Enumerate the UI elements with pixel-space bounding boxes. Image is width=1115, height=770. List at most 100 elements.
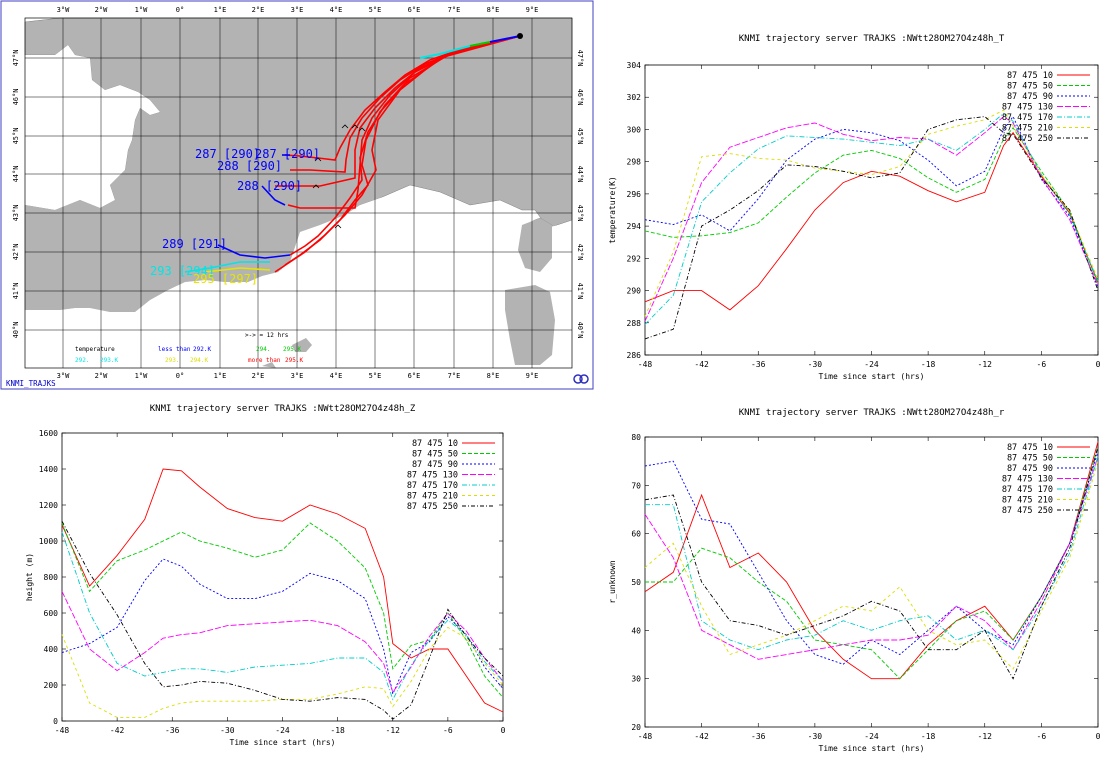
series-line: [61, 591, 504, 694]
r-chart: KNMI trajectory server TRAJKS :NWtt28OM2…: [608, 408, 1101, 753]
lon-label-bottom: 0°: [176, 372, 184, 380]
legend-entry-label: 87 475 170: [407, 481, 458, 491]
trajectory-end-segment: [184, 261, 270, 273]
trajectory-origin-marker: [517, 33, 523, 39]
y-axis-label: r_unknown: [608, 560, 617, 604]
y-tick-label: 288: [627, 319, 642, 328]
y-tick-label: 290: [627, 287, 642, 296]
x-tick-label: -36: [751, 732, 766, 741]
trajectory-end-segment: [261, 185, 286, 206]
legend-entry-label: 87 475 210: [407, 492, 458, 502]
y-tick-label: 1000: [39, 537, 58, 546]
x-tick-label: -6: [1037, 360, 1047, 369]
y-tick-label: 200: [44, 681, 59, 690]
lon-label-top: 2°W: [95, 6, 108, 14]
lon-label-bottom: 2°W: [95, 372, 108, 380]
legend-more-value: 295.K: [285, 357, 303, 364]
y-tick-label: 30: [631, 675, 641, 684]
y-axis-label: height (m): [25, 553, 34, 601]
x-tick-label: 0: [1096, 360, 1101, 369]
lat-label-left: 40°N: [12, 322, 20, 339]
series-line: [644, 456, 1099, 660]
legend-entry-label: 87 475 210: [1002, 496, 1053, 506]
r-chart-panel: KNMI trajectory server TRAJKS :NWtt28OM2…: [598, 398, 1115, 766]
lon-label-bottom: 2°E: [252, 372, 265, 380]
legend-entry-label: 87 475 10: [412, 439, 458, 449]
y-tick-label: 20: [631, 723, 641, 732]
y-tick-label: 50: [631, 578, 641, 587]
x-tick-label: -42: [110, 726, 125, 735]
legend-cyan-low: 292.: [75, 357, 89, 364]
series-line: [645, 456, 1099, 651]
legend-less-than: less than: [158, 346, 191, 353]
chart-title: KNMI trajectory server TRAJKS :NWtt28OM2…: [739, 408, 1005, 418]
legend-entry-label: 87 475 10: [1007, 443, 1053, 453]
legend-entry-label: 87 475 50: [1007, 82, 1053, 92]
lon-label-top: 2°E: [252, 6, 265, 14]
series-line: [61, 520, 504, 720]
series-line: [61, 626, 504, 718]
y-tick-label: 1600: [39, 429, 58, 438]
map-border: [24, 17, 573, 369]
temperature-chart-panel: KNMI trajectory server TRAJKS :NWtt28OM2…: [598, 28, 1115, 390]
height-chart-panel: KNMI trajectory server TRAJKS :NWtt28OM2…: [0, 398, 515, 766]
lon-label-bottom: 1°E: [214, 372, 227, 380]
y-tick-label: 292: [627, 254, 642, 263]
legend-green-high: 295.K: [283, 346, 301, 353]
x-tick-label: -42: [694, 732, 709, 741]
lat-label-right: 45°N: [576, 128, 584, 145]
y-tick-label: 304: [627, 61, 642, 70]
trajectory-map: 3°W 3°W 2°W 2°W 1°W 1°W 0° 0° 1°E 1°E 2°E 2°E 3°E 3°E…: [0, 0, 594, 390]
series-line: [61, 468, 504, 713]
y-tick-label: 70: [631, 481, 641, 490]
legend-more-than: more than: [248, 357, 281, 364]
series-line: [645, 446, 1099, 680]
trajectory-label: 293 [294]: [150, 264, 215, 278]
y-tick-label: 1400: [39, 465, 58, 474]
y-tick-label: 302: [627, 93, 642, 102]
series-line: [644, 131, 1099, 311]
legend-green-low: 294.: [256, 346, 270, 353]
lon-label-bottom: 3°E: [291, 372, 304, 380]
lat-label-right: 42°N: [576, 244, 584, 261]
x-axis-label: Time since start (hrs): [819, 744, 925, 753]
series-line: [61, 522, 504, 698]
trajectory-end-segment: [217, 244, 291, 259]
series-line: [644, 112, 1099, 325]
y-tick-label: 40: [631, 626, 641, 635]
y-tick-label: 1200: [39, 501, 58, 510]
x-axis-label: Time since start (hrs): [230, 738, 336, 747]
y-tick-label: 296: [627, 190, 642, 199]
lon-label-bottom: 1°W: [135, 372, 148, 380]
legend-entry-label: 87 475 130: [407, 471, 458, 481]
legend-entry-label: 87 475 50: [412, 450, 458, 460]
x-tick-label: 0: [501, 726, 506, 735]
x-tick-label: -30: [220, 726, 235, 735]
y-tick-label: 600: [44, 609, 59, 618]
trajectory-label: 288 [290]: [217, 159, 282, 173]
lon-label-bottom: 7°E: [448, 372, 461, 380]
x-tick-label: -12: [978, 360, 993, 369]
lat-label-left: 43°N: [12, 205, 20, 222]
y-tick-label: 300: [627, 125, 642, 134]
trajectory-cool-segment: [419, 45, 471, 59]
legend-entry-label: 87 475 170: [1002, 113, 1053, 123]
x-tick-label: 0: [1096, 732, 1101, 741]
x-tick-label: -24: [864, 732, 879, 741]
legend-less-value: 292.K: [193, 346, 211, 353]
legend-entry-label: 87 475 90: [412, 460, 458, 470]
y-tick-label: 286: [627, 351, 642, 360]
x-tick-label: -24: [864, 360, 879, 369]
lon-label-top: 3°W: [57, 6, 70, 14]
chart-title: KNMI trajectory server TRAJKS :NWtt28OM2…: [739, 34, 1005, 44]
lon-label-bottom: 5°E: [369, 372, 382, 380]
y-tick-label: 400: [44, 645, 59, 654]
lon-label-top: 5°E: [369, 6, 382, 14]
island: [505, 285, 555, 365]
trajectory-map-panel: 3°W 3°W 2°W 2°W 1°W 1°W 0° 0° 1°E 1°E 2°E 2°E 3°E 3°E…: [0, 0, 595, 392]
x-tick-label: -24: [275, 726, 290, 735]
x-tick-label: -12: [386, 726, 401, 735]
series-line: [644, 109, 1099, 317]
trajectory-label: 288 [290]: [237, 179, 302, 193]
lon-label-top: 7°E: [448, 6, 461, 14]
